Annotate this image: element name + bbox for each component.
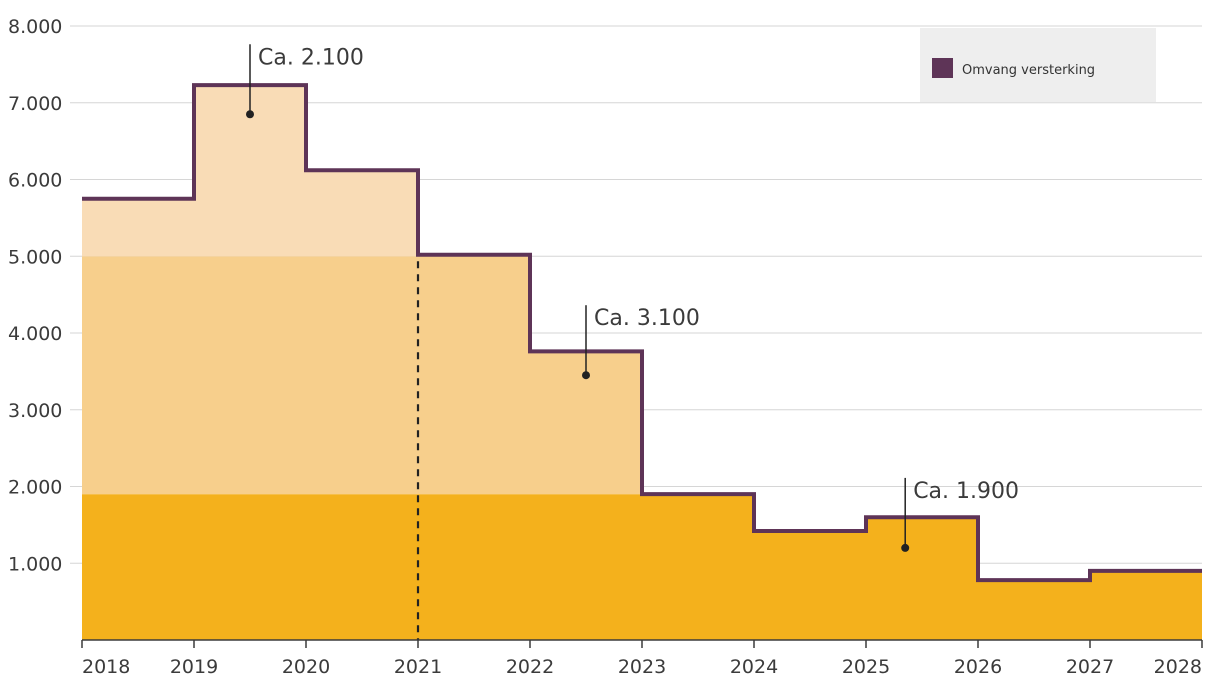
annotation-dot bbox=[582, 371, 590, 380]
y-tick-label: 4.000 bbox=[8, 323, 62, 345]
x-tick-label: 2028 bbox=[1154, 656, 1202, 678]
y-tick-label: 2.000 bbox=[8, 477, 62, 499]
area-band bbox=[82, 494, 1202, 640]
x-tick-label: 2022 bbox=[506, 656, 554, 678]
y-tick-label: 6.000 bbox=[8, 170, 62, 192]
y-tick-label: 5.000 bbox=[8, 246, 62, 268]
legend-label: Omvang versterking bbox=[962, 63, 1095, 78]
series-line bbox=[82, 83, 1202, 583]
legend-layer: Omvang versterking bbox=[920, 28, 1156, 102]
annotation-label: Ca. 1.900 bbox=[913, 479, 1019, 504]
y-tick-label: 7.000 bbox=[8, 93, 62, 115]
x-tick-label: 2025 bbox=[842, 656, 890, 678]
x-tick-label: 2018 bbox=[82, 656, 130, 678]
annotation-label: Ca. 3.100 bbox=[594, 306, 700, 331]
annotation-dot bbox=[246, 110, 254, 119]
x-tick-label: 2021 bbox=[394, 656, 442, 678]
axis-layer: 1.000 2.000 3.000 4.000 5.000 6.000 7.000 8.000… bbox=[8, 16, 1203, 678]
x-tick-label: 2020 bbox=[282, 656, 330, 678]
x-tick-label: 2023 bbox=[618, 656, 666, 678]
legend-swatch bbox=[932, 58, 953, 78]
x-tick-label: 2019 bbox=[170, 656, 218, 678]
legend-box bbox=[920, 28, 1156, 102]
annotation-label: Ca. 2.100 bbox=[258, 45, 364, 70]
y-tick-label: 8.000 bbox=[8, 16, 62, 38]
x-tick-label: 2026 bbox=[954, 656, 1002, 678]
annotation-dot bbox=[901, 543, 910, 552]
line-layer bbox=[82, 83, 1202, 640]
y-tick-label: 1.000 bbox=[8, 553, 62, 575]
y-tick-label: 3.000 bbox=[8, 400, 62, 422]
x-tick-label: 2027 bbox=[1066, 656, 1114, 678]
x-tick-label: 2024 bbox=[730, 656, 778, 678]
annotation-layer: Ca. 2.100 Ca. 3.100 Ca. 1.900 bbox=[246, 44, 1019, 552]
